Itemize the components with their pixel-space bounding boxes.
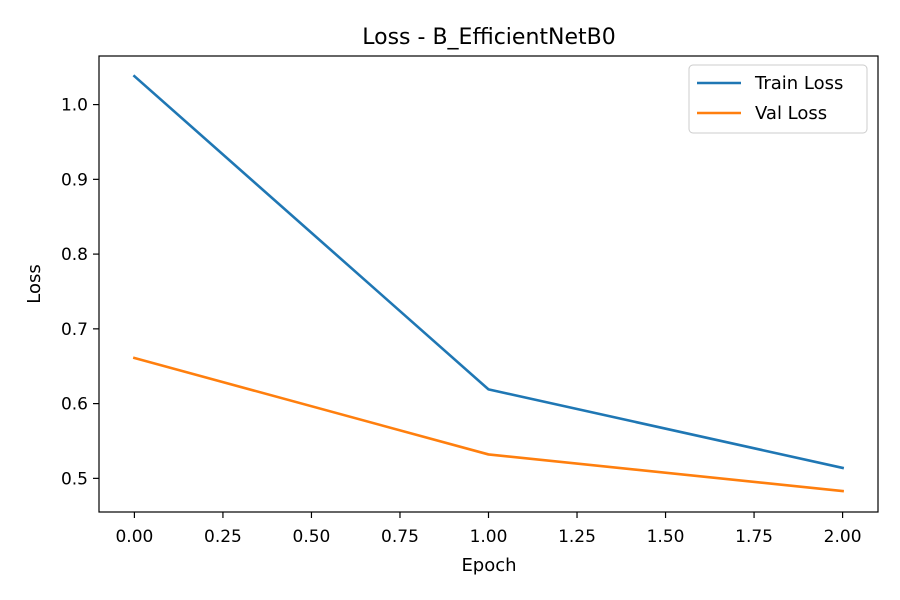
legend-label: Train Loss [754,73,843,94]
y-tick-label: 0.5 [61,469,88,489]
y-tick-label: 0.8 [61,245,88,265]
x-tick-label: 0.50 [293,527,331,547]
series-layer [132,74,845,493]
x-axis-ticks: 0.00 0.25 0.50 0.75 1.00 1.25 1.50 1.75 2.00 [115,512,862,547]
x-tick-label: 2.00 [824,527,862,547]
chart-title: Loss - B_EfficientNetB0 [362,25,615,50]
series-line-train-loss [132,74,845,470]
y-axis-label: Loss [24,264,45,303]
x-tick-label: 0.75 [381,527,419,547]
legend: Train Loss Val Loss [688,64,868,134]
x-tick-label: 1.50 [647,527,685,547]
x-tick-label: 0.25 [204,527,242,547]
y-tick-label: 1.0 [61,96,88,116]
y-tick-label: 0.7 [61,320,88,340]
x-tick-label: 1.75 [735,527,773,547]
y-tick-label: 0.6 [61,395,88,415]
legend-label: Val Loss [755,103,827,124]
y-axis-ticks: 0.5 0.6 0.7 0.8 0.9 1.0 [61,96,99,489]
y-tick-label: 0.9 [61,170,88,190]
x-axis-label: Epoch [461,555,516,576]
series-line-val-loss [132,356,845,493]
x-tick-label: 0.00 [115,527,153,547]
x-tick-label: 1.00 [470,527,508,547]
x-tick-label: 1.25 [558,527,596,547]
